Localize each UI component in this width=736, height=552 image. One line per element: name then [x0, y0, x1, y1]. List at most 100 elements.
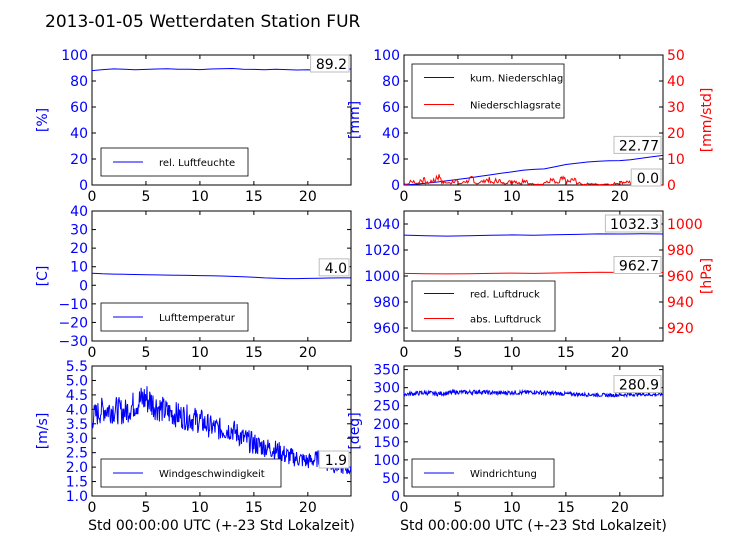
plot-frame	[91, 365, 352, 497]
legend-entry: red. Luftdruck	[470, 290, 540, 301]
x-tick-label: 10	[503, 500, 521, 516]
x-tick-label: 10	[191, 500, 209, 516]
y-tick-label: −10	[58, 297, 88, 313]
y-tick-label: 200	[373, 417, 400, 433]
panel-wind_speed: 0 5 10 15 20 1.01.52.02.53.03.54.04.55.05.5 [m…	[35, 359, 355, 534]
y-tick-label: 3.0	[66, 431, 88, 447]
last-value-label: 89.2	[316, 57, 347, 73]
legend-box	[411, 63, 565, 119]
x-tick-label: 15	[245, 345, 263, 361]
value-box	[630, 168, 662, 187]
x-tick-label: 5	[453, 500, 462, 516]
y-tick-label: 20	[70, 241, 88, 257]
x-tick-label: 15	[557, 345, 575, 361]
last-value-label: 1032.3	[610, 217, 659, 233]
value-box	[318, 258, 350, 277]
y-tick-label: 5.0	[66, 373, 88, 389]
y-tick-label: 0	[79, 278, 88, 294]
value-box	[613, 135, 662, 154]
y-tick-label: 40	[70, 204, 88, 220]
plot-frame	[91, 54, 352, 186]
last-value-label: 962.7	[619, 258, 659, 274]
y-tick-label: 300	[373, 381, 400, 397]
y-tick-label: 80	[70, 74, 88, 90]
y-tick-label-right: 960	[667, 269, 694, 285]
x-tick-label: 0	[400, 189, 409, 205]
y-tick-label-right: 1000	[667, 217, 703, 233]
y-axis-label: [deg]	[347, 412, 363, 449]
y-axis-label: [m/s]	[35, 413, 51, 450]
legend-entry: rel. Luftfeuchte	[159, 158, 235, 169]
y-tick-label: 4.0	[66, 402, 88, 418]
y-axis-label-right: [hPa]	[699, 258, 715, 294]
x-tick-label: 5	[453, 345, 462, 361]
plot-frame	[403, 365, 664, 497]
x-tick-label: 20	[299, 189, 317, 205]
y-axis-label: [%]	[35, 108, 51, 132]
panel-temperature: 0 5 10 15 20 −30 −20 −10 0 10 20 30 40 [C] 4.0 Lufttemp…	[35, 204, 352, 361]
x-tick-label: 0	[88, 500, 97, 516]
x-tick-label: 15	[557, 189, 575, 205]
y-tick-label-right: 40	[667, 74, 685, 90]
panel-precip: 0 5 10 15 20 0 20 40 60 80 100 0 10 20 30 40 50 [mm] [mm/s…	[347, 48, 715, 205]
series-line	[404, 174, 663, 185]
y-tick-label: 350	[373, 363, 400, 379]
x-tick-label: 0	[400, 345, 409, 361]
y-tick-label: 20	[70, 152, 88, 168]
y-tick-label: 2.0	[66, 460, 88, 476]
y-tick-label: 100	[373, 48, 400, 64]
y-tick-label-right: 0	[667, 178, 676, 194]
value-box	[613, 255, 662, 274]
y-tick-label: 2.5	[66, 446, 88, 462]
x-tick-label: 0	[88, 345, 97, 361]
last-value-label: 22.77	[619, 138, 659, 154]
figure-title: 2013-01-05 Wetterdaten Station FUR	[45, 12, 361, 32]
y-tick-label: 1.0	[66, 489, 88, 505]
y-tick-label: 30	[70, 223, 88, 239]
y-tick-label: 1040	[364, 217, 400, 233]
x-tick-label: 20	[611, 345, 629, 361]
y-tick-label: 980	[373, 295, 400, 311]
panel-humidity: 0 5 10 15 20 0 20 40 60 80 100 [%] 89.2 rel. Luftfeuc…	[35, 48, 352, 205]
last-value-label: 280.9	[619, 378, 659, 394]
x-axis-label: Std 00:00:00 UTC (+-23 Std Lokalzeit)	[400, 518, 667, 534]
y-tick-label: 20	[382, 152, 400, 168]
x-tick-label: 15	[245, 189, 263, 205]
x-tick-label: 5	[141, 500, 150, 516]
y-tick-label: −30	[58, 334, 88, 350]
value-box	[310, 54, 350, 73]
x-tick-label: 5	[141, 189, 150, 205]
x-tick-label: 0	[88, 189, 97, 205]
panel-pressure: 0 5 10 15 20 960 980 1000 1020 1040 920 940 960 980 10…	[364, 210, 715, 361]
y-tick-label-right: 940	[667, 295, 694, 311]
series-line	[404, 388, 663, 398]
legend-entry: Windgeschwindigkeit	[159, 469, 265, 480]
last-value-label: 4.0	[325, 261, 347, 277]
x-tick-label: 5	[453, 189, 462, 205]
plot-frame	[91, 210, 352, 342]
y-tick-label: 1.5	[66, 475, 88, 491]
x-tick-label: 20	[299, 345, 317, 361]
x-tick-label: 10	[503, 345, 521, 361]
legend-entry: abs. Luftdruck	[470, 315, 541, 326]
series-line	[92, 67, 351, 72]
x-tick-label: 10	[503, 189, 521, 205]
y-tick-label: 100	[373, 453, 400, 469]
value-box	[318, 450, 350, 469]
x-tick-label: 5	[141, 345, 150, 361]
x-tick-label: 20	[299, 500, 317, 516]
x-axis-label: Std 00:00:00 UTC (+-23 Std Lokalzeit)	[88, 518, 355, 534]
y-tick-label: 50	[382, 471, 400, 487]
y-tick-label: 250	[373, 399, 400, 415]
legend-entry: Niederschlagsrate	[470, 101, 561, 112]
y-tick-label: 960	[373, 321, 400, 337]
plot-frame	[403, 54, 664, 186]
legend-entry: kum. Niederschlag	[470, 74, 563, 85]
series-line	[92, 386, 351, 475]
y-tick-label-right: 10	[667, 152, 685, 168]
y-tick-label-right: 20	[667, 126, 685, 142]
y-tick-label: 1020	[364, 243, 400, 259]
x-tick-label: 20	[611, 500, 629, 516]
y-tick-label: 60	[70, 100, 88, 116]
value-box	[613, 375, 662, 394]
